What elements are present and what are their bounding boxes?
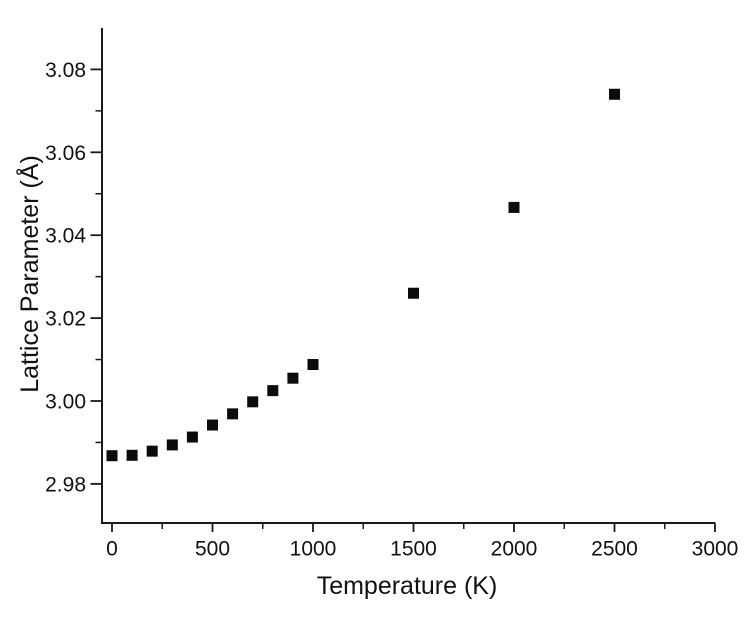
- x-tick-label: 0: [106, 538, 118, 561]
- x-tick-label: 1500: [390, 538, 437, 561]
- x-tick-label: 3000: [692, 538, 739, 561]
- x-axis-title: Temperature (K): [317, 572, 498, 600]
- data-point: [207, 419, 218, 431]
- data-point: [508, 201, 520, 213]
- data-point: [307, 359, 319, 371]
- data-point: [287, 372, 299, 384]
- y-tick-label: 3.04: [45, 225, 86, 248]
- data-point: [166, 439, 178, 451]
- x-tick-label: 1000: [290, 538, 337, 561]
- data-points: [106, 88, 620, 462]
- data-point: [408, 287, 419, 299]
- y-tick-label: 3.06: [45, 142, 86, 165]
- x-tick-label: 500: [195, 538, 230, 561]
- data-point: [609, 88, 620, 100]
- y-tick-label: 3.00: [45, 391, 86, 414]
- axis-frame: [100, 27, 716, 524]
- data-point: [267, 385, 279, 397]
- x-tick-label: 2500: [591, 538, 638, 561]
- axis-ticks: 2.98 3.00 3.02 3.04 3.06 3.08 0 500 1000 1500 2000…: [45, 59, 738, 561]
- y-axis-title: Lattice Parameter (Å): [14, 155, 44, 393]
- y-tick-label: 3.02: [45, 308, 86, 331]
- y-tick-label: 2.98: [45, 473, 86, 496]
- y-tick-label: 3.08: [45, 59, 86, 82]
- data-point: [146, 445, 158, 457]
- data-point: [126, 449, 138, 461]
- data-point: [186, 431, 198, 443]
- x-tick-label: 2000: [491, 538, 538, 561]
- data-point: [106, 450, 118, 462]
- data-point: [247, 396, 259, 408]
- data-point: [227, 408, 239, 420]
